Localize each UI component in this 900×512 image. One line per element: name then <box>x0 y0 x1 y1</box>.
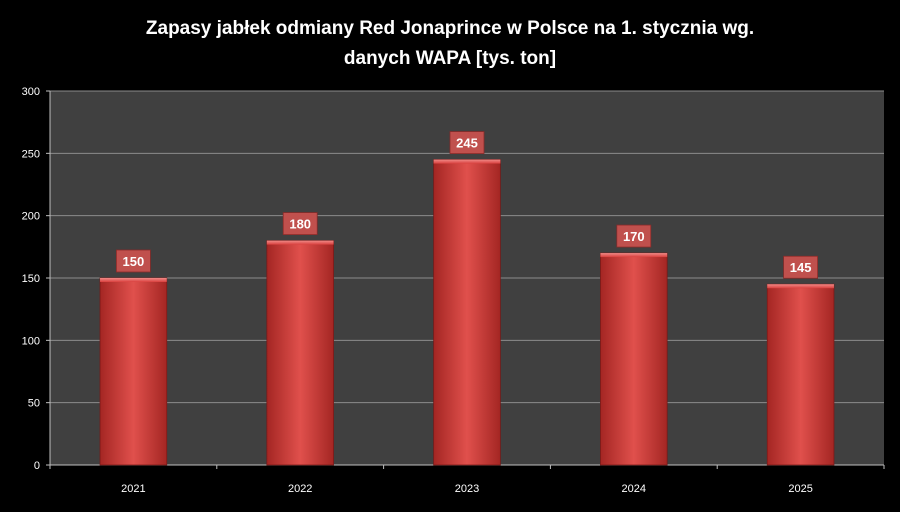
data-label: 180 <box>289 217 311 232</box>
chart-title-line-2: danych WAPA [tys. ton] <box>343 48 557 69</box>
bar-top-highlight <box>100 278 167 282</box>
x-tick-label: 2024 <box>622 483 646 495</box>
x-tick-label: 2025 <box>788 483 812 495</box>
data-label: 145 <box>790 260 812 275</box>
bar-top-highlight <box>600 253 668 258</box>
bar <box>600 252 668 466</box>
data-label-box <box>449 131 485 154</box>
y-tick-label: 200 <box>22 211 40 223</box>
bar-top-highlight <box>767 284 834 289</box>
chart-title: Zapasy jabłek odmiany Red Jonaprince w P… <box>60 14 840 74</box>
x-tick-label: 2023 <box>455 483 479 495</box>
y-tick-label: 150 <box>22 273 40 285</box>
y-tick-label: 250 <box>22 148 40 160</box>
x-tick-label: 2021 <box>121 483 145 495</box>
data-label: 150 <box>123 254 145 269</box>
data-label-box <box>282 212 318 236</box>
data-label-box <box>783 255 818 279</box>
bar-top-highlight <box>266 240 334 245</box>
data-label: 170 <box>623 229 645 244</box>
chart-title-line-1: Zapasy jabłek odmiany Red Jonaprince w P… <box>145 18 755 39</box>
y-tick-label: 50 <box>28 398 40 410</box>
data-label-box <box>616 224 652 248</box>
data-label-box <box>116 249 151 273</box>
bar <box>766 283 835 466</box>
y-tick-label: 0 <box>34 460 40 472</box>
bar <box>99 277 168 466</box>
y-tick-label: 100 <box>22 335 40 347</box>
y-tick-label: 300 <box>22 86 40 98</box>
data-label: 245 <box>456 136 478 151</box>
bar-top-highlight <box>433 159 501 164</box>
bar <box>433 159 501 466</box>
bar <box>266 240 334 466</box>
x-tick-label: 2022 <box>288 483 312 495</box>
